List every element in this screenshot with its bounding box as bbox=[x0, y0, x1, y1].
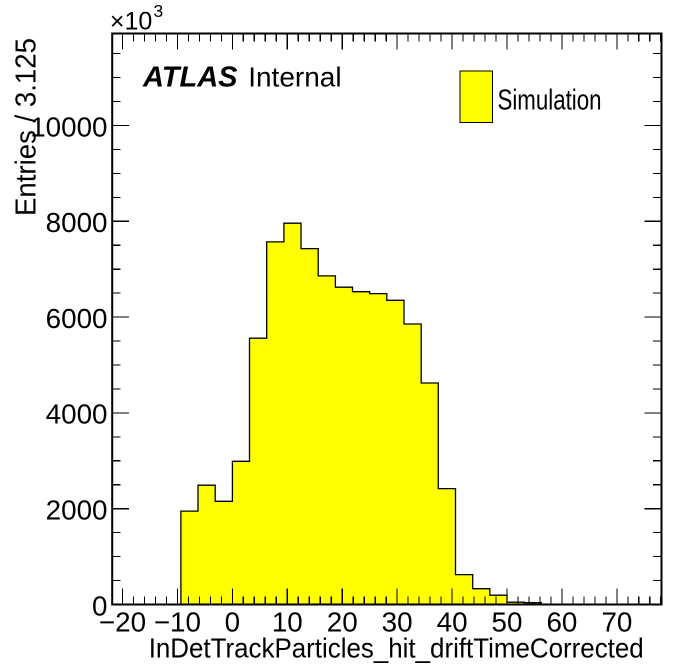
svg-text:8000: 8000 bbox=[46, 207, 108, 238]
svg-text:Entries / 3.125: Entries / 3.125 bbox=[11, 38, 43, 216]
svg-text:70: 70 bbox=[601, 607, 632, 638]
svg-text:10: 10 bbox=[272, 607, 303, 638]
svg-text:×10: ×10 bbox=[110, 7, 152, 35]
svg-text:50: 50 bbox=[492, 607, 523, 638]
svg-text:3: 3 bbox=[154, 1, 164, 21]
svg-text:10000: 10000 bbox=[30, 111, 107, 142]
svg-text:ATLAS: ATLAS bbox=[142, 62, 238, 94]
svg-text:0: 0 bbox=[92, 590, 107, 621]
svg-text:Simulation: Simulation bbox=[498, 84, 602, 116]
svg-text:InDetTrackParticles_hit_driftT: InDetTrackParticles_hit_driftTimeCorrect… bbox=[149, 633, 644, 664]
svg-text:Internal: Internal bbox=[248, 62, 341, 93]
svg-text:40: 40 bbox=[437, 607, 468, 638]
svg-text:2000: 2000 bbox=[46, 495, 108, 526]
svg-text:60: 60 bbox=[546, 607, 577, 638]
svg-text:0: 0 bbox=[225, 607, 240, 638]
svg-text:20: 20 bbox=[327, 607, 358, 638]
svg-text:−10: −10 bbox=[154, 607, 201, 638]
svg-text:4000: 4000 bbox=[46, 399, 108, 430]
svg-text:−20: −20 bbox=[99, 607, 146, 638]
svg-text:6000: 6000 bbox=[46, 303, 108, 334]
svg-text:30: 30 bbox=[382, 607, 413, 638]
